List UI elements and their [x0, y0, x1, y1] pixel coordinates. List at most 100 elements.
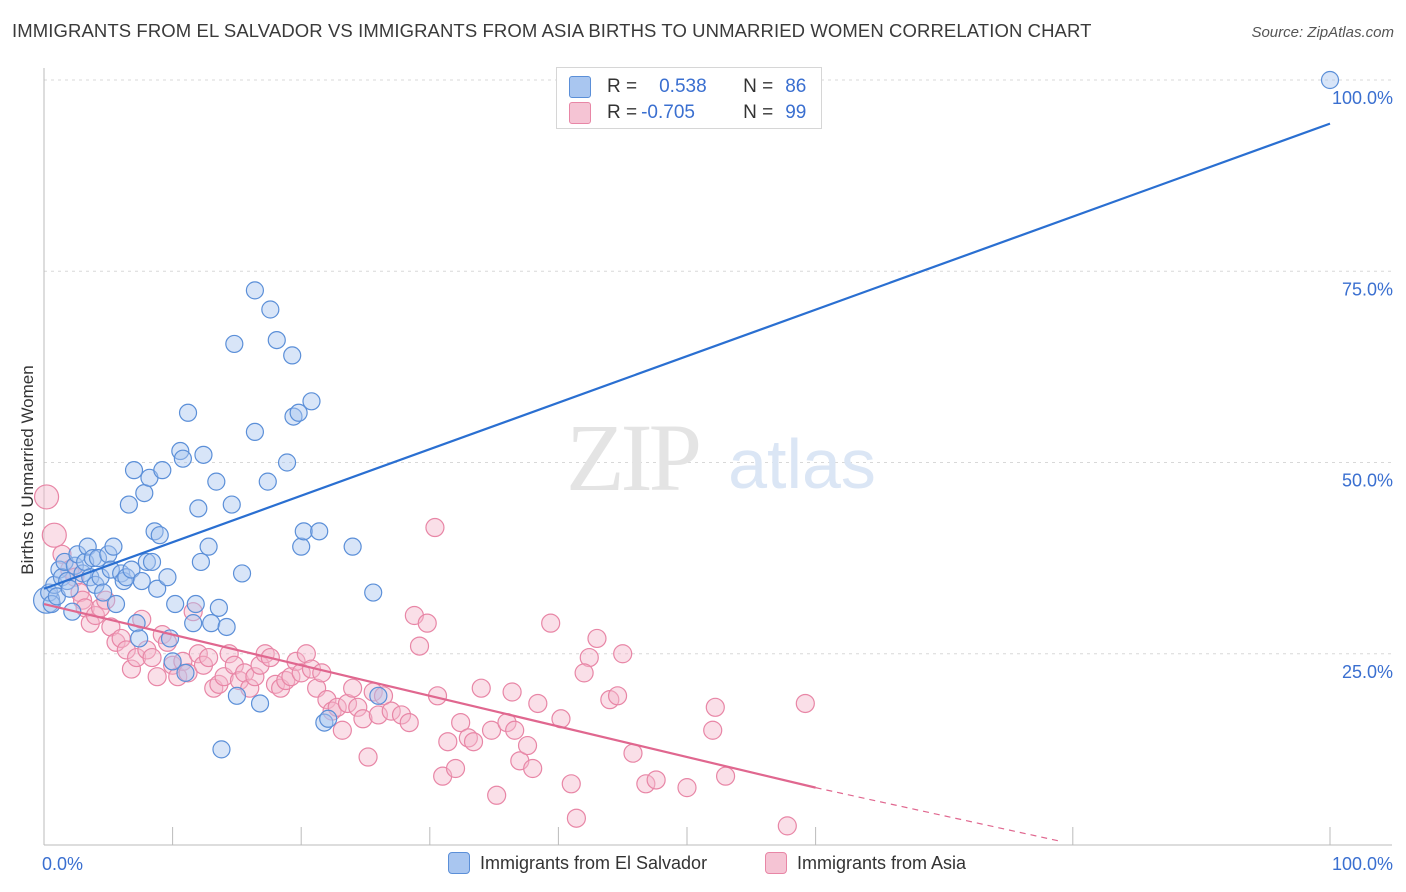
asia-point	[487, 785, 507, 805]
n-value: 86	[785, 76, 807, 97]
asia-point	[368, 705, 388, 725]
asia-point	[291, 663, 311, 683]
el-salvador-point	[119, 495, 138, 514]
asia-point	[623, 743, 643, 763]
asia-trend-extension	[815, 787, 1061, 842]
el-salvador-swatch	[569, 76, 591, 98]
asia-point	[188, 644, 208, 664]
asia-point	[523, 758, 543, 779]
el-salvador-point	[178, 403, 198, 422]
x-tick-label: 0.0%	[42, 854, 83, 874]
el-salvador-point	[258, 472, 277, 491]
asia-point	[343, 678, 363, 698]
asia-point	[337, 693, 358, 714]
asia-point	[528, 693, 548, 714]
el-salvador-point	[283, 346, 302, 365]
x-tick-label: 100.0%	[1332, 854, 1393, 874]
asia-point	[579, 647, 599, 668]
stat-row-asia: R = -0.705 N = 99	[569, 101, 806, 125]
r-value: 0.538	[659, 76, 707, 97]
el-salvador-trend-line	[43, 122, 1331, 590]
bottom-legend: Immigrants from El Salvador Immigrants f…	[0, 852, 1406, 880]
chart-title: IMMIGRANTS FROM EL SALVADOR VS IMMIGRANT…	[12, 20, 1092, 41]
source-label: Source: ZipAtlas.com	[1251, 24, 1394, 41]
el-salvador-point	[289, 403, 308, 422]
asia-point	[445, 758, 466, 779]
trend-lines	[43, 122, 1331, 842]
el-salvador-point	[83, 549, 102, 568]
el-salvador-point	[176, 663, 195, 682]
n-label: N =	[743, 76, 774, 97]
asia-point	[381, 701, 401, 721]
el-salvador-point	[202, 614, 221, 633]
asia-point	[235, 663, 255, 683]
el-salvador-point	[78, 537, 97, 556]
asia-point	[41, 522, 67, 548]
asia-point	[33, 484, 60, 510]
axes	[43, 68, 1392, 846]
asia-point	[566, 808, 587, 828]
el-salvador-point	[137, 552, 156, 572]
asia-point	[332, 720, 352, 740]
n-value: 99	[785, 102, 807, 123]
asia-point	[245, 667, 265, 687]
watermark-atlas: atlas	[728, 425, 876, 503]
asia-point	[391, 705, 412, 725]
el-salvador-point	[364, 583, 383, 602]
asia-trend-line	[43, 602, 816, 789]
el-salvador-point	[158, 568, 177, 587]
asia-point	[438, 732, 458, 752]
el-salvador-point	[209, 598, 228, 617]
y-tick-label: 100.0%	[1332, 88, 1393, 108]
asia-point	[265, 674, 286, 694]
asia-point	[142, 647, 162, 668]
watermark-zip: ZIP	[566, 404, 699, 511]
el-salvador-point	[292, 537, 311, 556]
asia-point	[517, 735, 538, 756]
el-salvador-point	[250, 694, 270, 713]
el-salvador-point	[294, 522, 313, 541]
el-salvador-point	[60, 579, 79, 598]
el-salvador-point	[104, 537, 123, 556]
asia-point	[348, 697, 368, 717]
asia-point	[502, 682, 522, 702]
correlation-legend: R = 0.538 N = 86 R = -0.705 N = 99	[556, 67, 822, 129]
legend-item-asia[interactable]: Immigrants from Asia	[765, 852, 966, 874]
el-salvador-point	[194, 445, 213, 464]
el-salvador-point	[122, 560, 141, 579]
el-salvador-point	[267, 331, 286, 350]
asia-point	[296, 644, 316, 664]
asia-point	[561, 774, 581, 794]
asia-point	[505, 720, 525, 740]
el-salvador-point	[191, 552, 210, 572]
el-salvador-point	[1320, 70, 1340, 90]
legend-item-el-salvador[interactable]: Immigrants from El Salvador	[448, 852, 707, 874]
el-salvador-point	[277, 453, 297, 472]
el-salvador-point	[65, 556, 84, 575]
tick-labels: 25.0% 50.0% 75.0% 100.0% 0.0% 100.0%	[42, 88, 1393, 874]
el-salvador-point	[124, 461, 144, 480]
el-salvador-point	[132, 571, 151, 591]
asia-point	[417, 613, 437, 633]
el-salvador-point	[217, 617, 236, 637]
el-salvador-point	[106, 594, 126, 614]
r-label: R =	[607, 102, 638, 123]
y-tick-label: 25.0%	[1342, 662, 1393, 682]
asia-point	[126, 647, 147, 668]
el-salvador-point	[150, 526, 169, 545]
asia-point	[317, 690, 337, 710]
asia-point	[613, 644, 633, 664]
n-label: N =	[743, 102, 774, 123]
asia-point	[312, 663, 332, 683]
el-salvador-point	[163, 652, 182, 671]
asia-point	[373, 686, 394, 706]
el-salvador-point	[222, 495, 241, 514]
series-asia-points	[33, 484, 815, 836]
asia-point	[481, 720, 502, 740]
asia-point	[458, 728, 478, 748]
el-salvador-point	[166, 594, 185, 614]
el-salvador-point	[127, 614, 146, 633]
asia-point	[399, 712, 419, 733]
el-salvador-point	[227, 686, 246, 705]
